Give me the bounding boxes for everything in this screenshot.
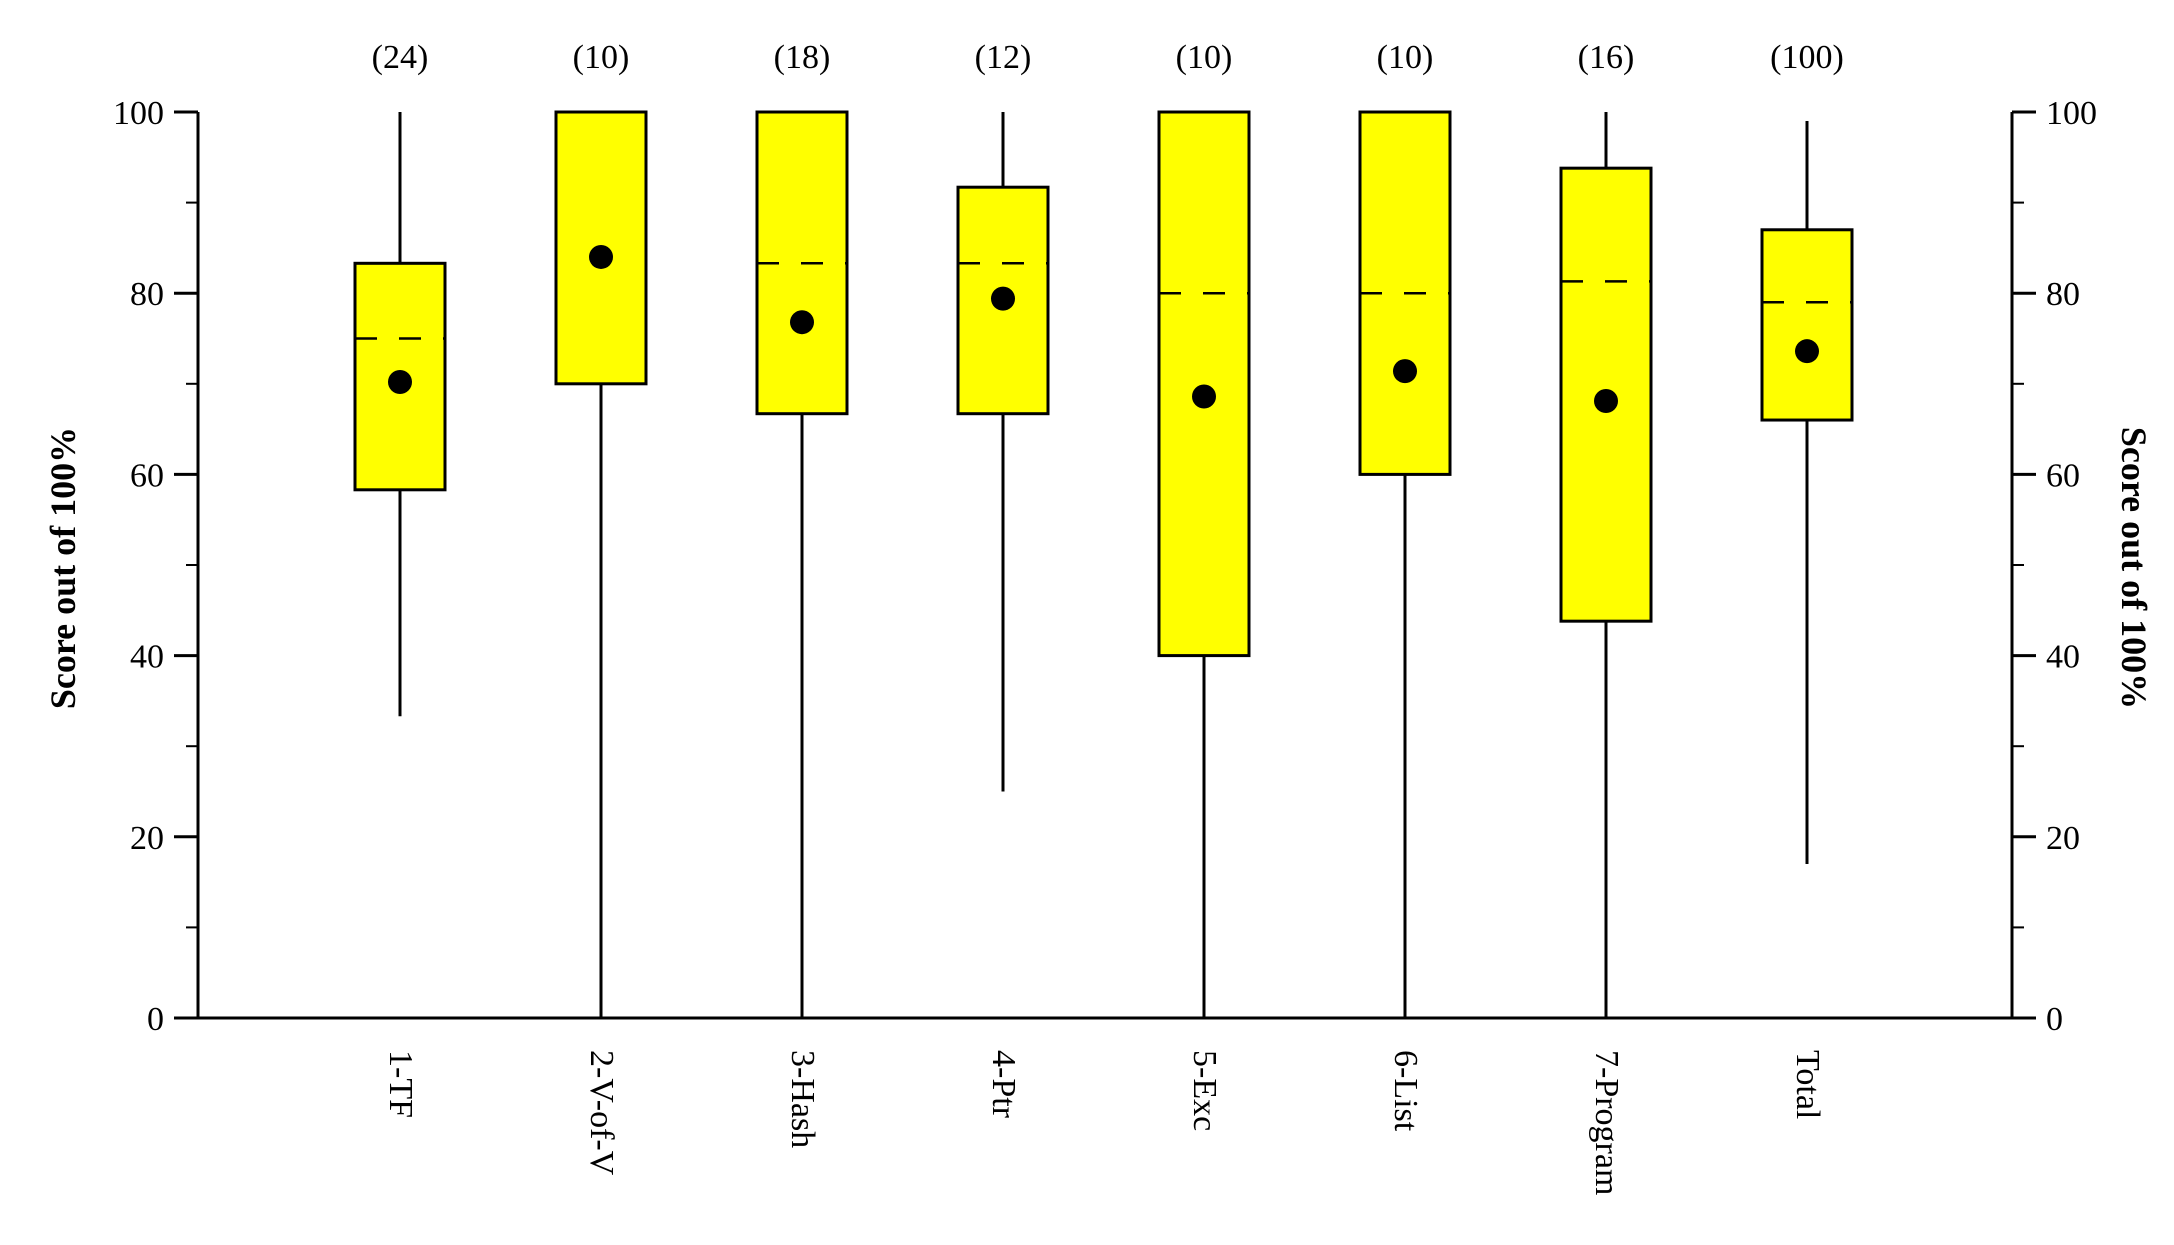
y-tick-label-right: 0 — [2046, 1001, 2063, 1038]
category-label: 1-TF — [382, 1050, 419, 1118]
y-tick-label-right: 60 — [2046, 457, 2080, 494]
y-tick-label-left: 100 — [113, 95, 164, 132]
y-axis-title-right: Score out of 100% — [2114, 427, 2154, 709]
y-axis-title-left: Score out of 100% — [43, 427, 83, 709]
category-label: 6-List — [1387, 1050, 1424, 1132]
mean-marker — [589, 244, 613, 269]
count-label: (16) — [1578, 39, 1635, 76]
count-label: (24) — [372, 39, 429, 76]
box-rect — [1157, 110, 1251, 658]
count-label: (10) — [1377, 39, 1434, 76]
category-label: 4-Ptr — [985, 1050, 1022, 1119]
count-label: (18) — [774, 39, 831, 76]
count-label: (10) — [1176, 39, 1233, 76]
category-label: Total — [1789, 1050, 1826, 1119]
category-label: 2-V-of-V — [583, 1050, 620, 1176]
mean-marker — [1594, 389, 1618, 414]
mean-marker — [790, 310, 814, 335]
mean-marker — [1795, 339, 1819, 364]
box-rect — [1760, 228, 1854, 422]
count-label: (12) — [975, 39, 1032, 76]
mean-marker — [388, 369, 412, 394]
y-tick-label-left: 0 — [147, 1001, 164, 1038]
mean-marker — [991, 286, 1015, 311]
axes-layer — [174, 110, 2036, 1020]
y-tick-label-right: 40 — [2046, 639, 2080, 676]
y-tick-label-left: 20 — [130, 820, 164, 857]
y-tick-label-left: 80 — [130, 276, 164, 313]
mean-marker — [1393, 359, 1417, 384]
category-label: 5-Exc — [1186, 1050, 1223, 1131]
y-tick-label-left: 60 — [130, 457, 164, 494]
plot-layer — [353, 110, 1854, 1018]
labels-layer: 0 0 20 20 40 40 60 60 80 80 100 100 (24) (10) (18) (12)… — [113, 39, 2097, 1195]
mean-marker — [1192, 384, 1216, 409]
category-label: 3-Hash — [784, 1050, 821, 1148]
y-tick-label-right: 20 — [2046, 820, 2080, 857]
y-tick-label-right: 100 — [2046, 95, 2097, 132]
count-label: (100) — [1770, 39, 1844, 76]
y-tick-label-right: 80 — [2046, 276, 2080, 313]
category-label: 7-Program — [1588, 1050, 1625, 1195]
y-tick-label-left: 40 — [130, 639, 164, 676]
count-label: (10) — [573, 39, 630, 76]
